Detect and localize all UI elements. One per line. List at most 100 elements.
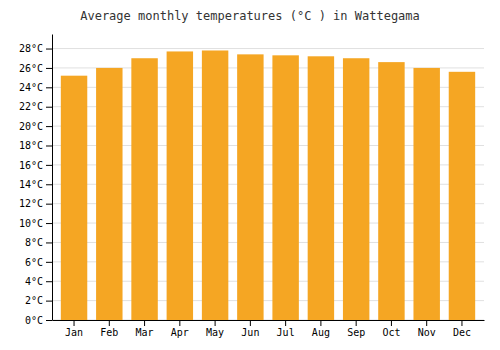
tick: 24°C [19,82,52,93]
tick-label: 20°C [19,121,43,132]
tick-label: Dec [453,327,471,338]
tick-label: 18°C [19,140,43,151]
tick: May [206,320,224,338]
tick-label: 6°C [25,257,43,268]
tick: Nov [418,320,436,338]
tick: 0°C [25,315,52,326]
tick-mark [46,184,52,185]
bar [237,54,263,320]
bar [378,62,404,320]
axis-line [53,320,485,321]
tick-mark [46,281,52,282]
tick-mark [179,320,180,326]
tick-label: 8°C [25,237,43,248]
tick-label: 10°C [19,218,43,229]
bar [413,68,439,320]
tick-mark [144,320,145,326]
tick-mark [46,107,52,108]
tick-mark [109,320,110,326]
tick: 4°C [25,276,52,287]
tick-mark [46,68,52,69]
tick-label: Jan [65,327,83,338]
bar [343,58,369,320]
tick: 28°C [19,43,52,54]
tick: Jun [241,320,259,338]
tick: Feb [100,320,118,338]
bar [167,51,193,320]
tick: Jan [65,320,83,338]
tick: 2°C [25,295,52,306]
tick: 12°C [19,198,52,209]
tick-label: Apr [171,327,189,338]
tick-mark [46,301,52,302]
bar [96,68,122,320]
tick-label: Aug [312,327,330,338]
tick-mark [356,320,357,326]
tick-mark [46,223,52,224]
bar [131,58,157,320]
tick-mark [215,320,216,326]
tick-label: Sep [347,327,365,338]
tick-label: May [206,327,224,338]
tick-label: 24°C [19,82,43,93]
bar [308,56,334,320]
tick-label: 4°C [25,276,43,287]
tick: Aug [312,320,330,338]
tick-mark [46,165,52,166]
bar [202,50,228,320]
tick: Apr [171,320,189,338]
tick-mark [320,320,321,326]
tick-label: 26°C [19,63,43,74]
tick-label: 0°C [25,315,43,326]
tick-label: 16°C [19,160,43,171]
tick-mark [461,320,462,326]
axis-line [52,35,53,321]
tick-mark [46,262,52,263]
tick-mark [46,320,52,321]
tick-mark [46,49,52,50]
tick-mark [285,320,286,326]
grid [52,49,484,320]
x-axis: Jan Feb Mar Apr May Jun Jul Aug Sep Oct Nov Dec [53,320,485,338]
tick: 26°C [19,63,52,74]
tick-label: Jun [241,327,259,338]
y-axis: 0°C 2°C 4°C 6°C 8°C 10°C 12°C 14°C 16°C 18°C 20°C 2… [19,35,53,326]
tick: 16°C [19,160,52,171]
bars [61,50,475,320]
tick-mark [74,320,75,326]
bar [61,76,87,320]
tick-mark [46,204,52,205]
tick-mark [250,320,251,326]
tick-label: Nov [418,327,436,338]
tick: 6°C [25,257,52,268]
tick-mark [46,145,52,146]
tick: 22°C [19,101,52,112]
tick-label: Mar [136,327,154,338]
tick-label: 28°C [19,43,43,54]
tick: Oct [382,320,400,338]
chart: Average monthly temperatures (°C ) in Wa… [0,0,500,350]
plot: 0°C 2°C 4°C 6°C 8°C 10°C 12°C 14°C 16°C 18°C 20°C 2… [19,35,485,339]
tick-label: Feb [100,327,118,338]
tick-label: 22°C [19,101,43,112]
tick-label: 12°C [19,198,43,209]
tick-label: Oct [382,327,400,338]
tick: 18°C [19,140,52,151]
tick-mark [46,242,52,243]
bar [272,55,298,320]
tick-label: 14°C [19,179,43,190]
tick-label: Jul [277,327,295,338]
tick-mark [426,320,427,326]
bar [449,72,475,320]
title: Average monthly temperatures (°C ) in Wa… [80,9,420,23]
tick: 14°C [19,179,52,190]
tick-mark [46,126,52,127]
tick: Jul [277,320,295,338]
grid-line [52,48,484,49]
tick: 10°C [19,218,52,229]
tick: Mar [136,320,154,338]
tick-mark [391,320,392,326]
tick-mark [46,87,52,88]
tick: Dec [453,320,471,338]
tick: Sep [347,320,365,338]
